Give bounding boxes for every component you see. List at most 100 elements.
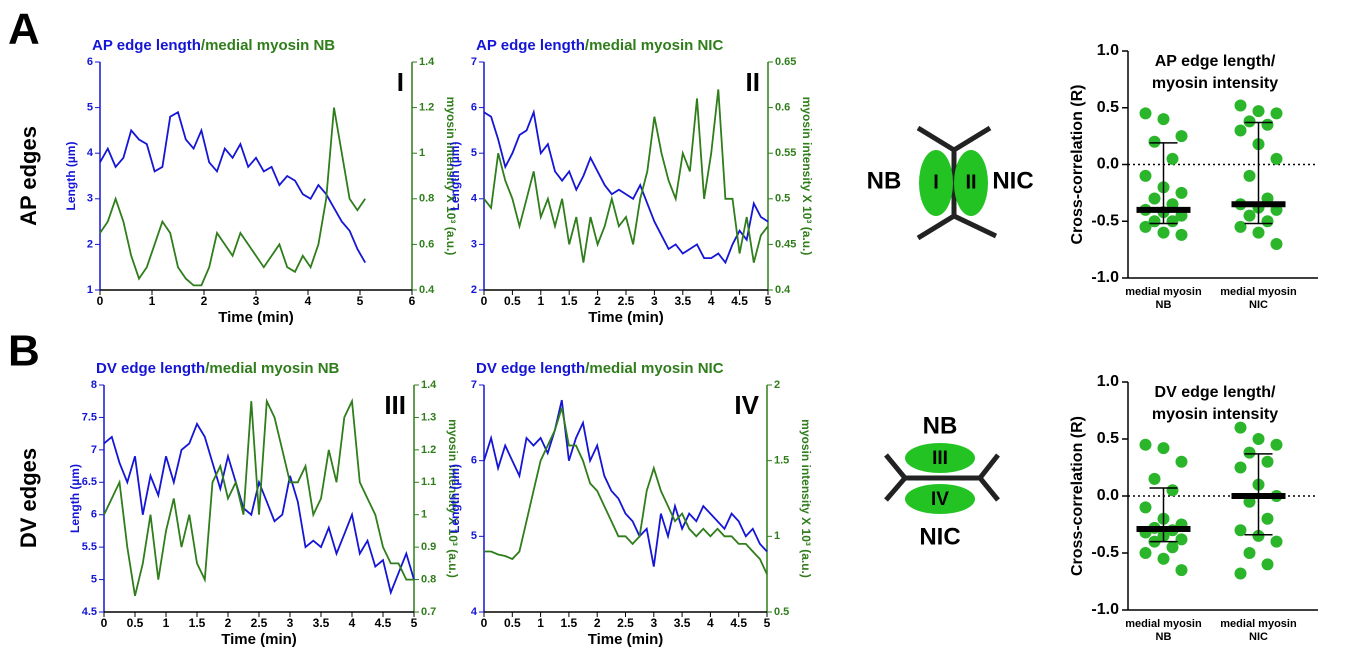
dot [1243,209,1256,222]
x-tick-label: 2.5 [617,616,634,630]
chart-title: DV edge length/medial myosin NB [96,360,340,377]
x-tick-label: 4 [708,294,715,308]
y-tick-label: -0.5 [1091,544,1119,561]
title-part: /medial myosin NIC [585,37,724,54]
chart-title: DV edge length/medial myosin NIC [476,360,724,377]
dot [1234,124,1247,137]
y-tick-label: 1.0 [1097,373,1119,390]
panel-letter: B [8,327,40,376]
dot [1139,169,1152,182]
dot [1234,421,1247,434]
cell [954,150,988,216]
series-line [103,397,414,597]
x-tick-label: 6 [409,294,416,308]
dot [1175,564,1188,577]
y2-tick-label: 1.2 [421,444,436,456]
dot [1234,524,1247,537]
dot [1157,442,1170,455]
x-axis-label: Time (min) [588,631,664,648]
dot [1166,215,1179,228]
x-tick-label: 1.5 [561,616,578,630]
dot [1270,535,1283,548]
dot [1252,105,1265,118]
y2-axis-label: myosin intensity X 10³ (a.u.) [799,419,813,578]
x-tick-label: 1 [537,294,544,308]
y2-tick-label: 1.1 [421,476,436,488]
diagram-ap [916,125,998,241]
y-tick-label: 8 [91,379,97,391]
edge [916,125,992,153]
dot [1243,169,1256,182]
x-tick-label: 4.5 [375,616,392,630]
x-axis-label: Time (min) [218,309,294,326]
panel-label: II [746,67,760,97]
cell [905,484,975,514]
x-tick-label: 0.5 [504,616,521,630]
y-tick-label: 4 [87,147,94,159]
y-axis-label: Length (µm) [448,142,462,211]
x-tick-label: 3 [651,294,658,308]
panel-letter: A [8,5,40,54]
dot [1252,433,1265,445]
diagram-label: NB [923,412,958,439]
edge [976,453,1000,502]
y2-tick-label: 1 [421,509,427,521]
y2-tick-label: 0.7 [421,606,436,618]
y-tick-label: -1.0 [1091,269,1119,286]
y2-tick-label: 0.45 [775,238,796,250]
x-tick-label: 2 [594,294,601,308]
y-axis-label: Length (µm) [64,142,78,211]
y-tick-label: 0.5 [1097,99,1119,116]
y-tick-label: 6.5 [82,476,97,488]
x-tick-label: 2 [225,616,232,630]
series-line [483,89,769,263]
y-tick-label: 5 [471,530,477,542]
diagram-label: NB [867,167,902,194]
x-axis-label: Time (min) [221,631,297,648]
x-tick-label: NIC [1249,299,1268,311]
title-part: /medial myosin NB [201,37,335,54]
y-tick-label: -0.5 [1091,212,1119,229]
y2-tick-label: 0.6 [419,238,434,250]
y-tick-label: 7 [471,56,477,68]
x-tick-label: 4 [349,616,356,630]
y2-tick-label: 1.4 [419,56,435,68]
dot [1243,446,1256,459]
y2-axis-label: myosin intensity X 10³ (a.u.) [446,419,460,578]
y2-tick-label: 1.3 [421,411,436,423]
dot [1157,226,1170,239]
title-part: AP edge length [92,37,201,54]
x-tick-label: 1.5 [561,294,578,308]
y-tick-label: 7 [471,379,477,391]
y2-tick-label: 0.5 [775,193,790,205]
cell-label: II [965,171,976,193]
diagram-dv [884,443,1000,514]
dot [1166,541,1179,554]
x-tick-label: medial myosin [1220,286,1297,298]
y-axis-label: Cross-correlation (R) [1069,416,1086,576]
x-tick-label: 1 [149,294,156,308]
dot [1157,113,1170,126]
x-tick-label: 0 [97,294,104,308]
x-tick-label: 5 [764,616,771,630]
y-tick-label: 5 [471,147,477,159]
chart-title: AP edge length/medial myosin NIC [476,37,723,54]
title-part: /medial myosin NIC [585,360,724,377]
diagram-label: NIC [992,167,1033,194]
y-tick-label: 0.0 [1097,487,1119,504]
x-tick-label: NB [1156,631,1172,643]
x-tick-label: 3.5 [313,616,330,630]
y-tick-label: 1.0 [1097,42,1119,59]
y-tick-label: 2 [87,238,93,250]
dot [1234,567,1247,580]
dot [1261,512,1274,525]
cell-label: III [932,448,948,469]
x-tick-label: medial myosin [1125,286,1202,298]
dot [1139,501,1152,514]
y2-tick-label: 0.9 [421,541,436,553]
y-tick-label: 4 [471,606,478,618]
row-label: AP edges [16,126,41,226]
x-axis-label: Time (min) [588,309,664,326]
x-tick-label: 4.5 [730,616,747,630]
